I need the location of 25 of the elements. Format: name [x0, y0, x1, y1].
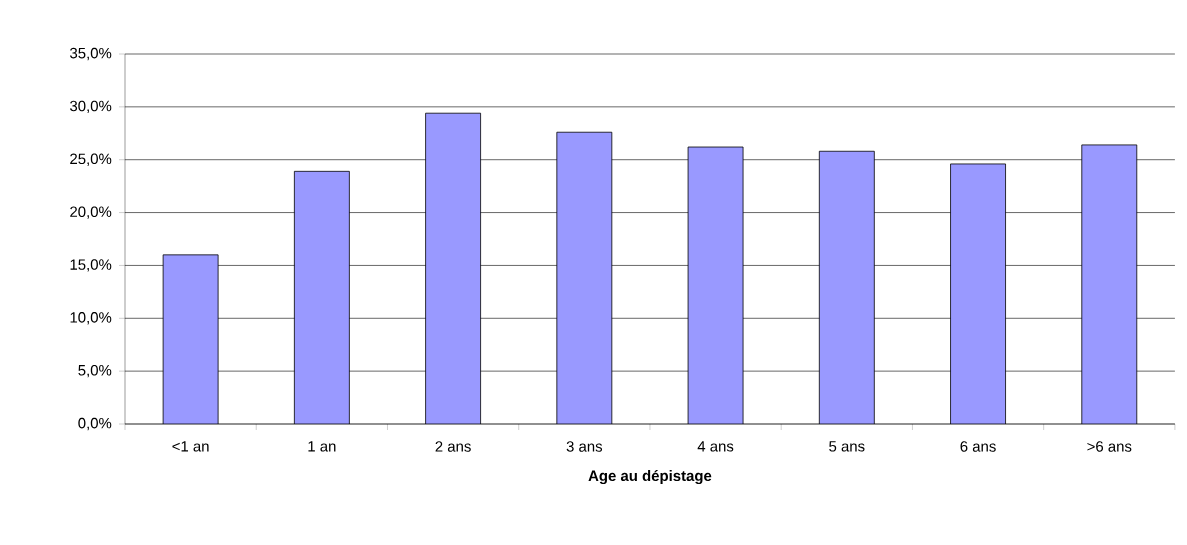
- x-tick-label: 3 ans: [566, 441, 603, 452]
- y-tick-label: 20,0%: [70, 206, 112, 219]
- x-tick-label: 1 an: [308, 441, 336, 452]
- bar: [425, 112, 481, 424]
- x-axis-title: Age au dépistage: [588, 469, 712, 485]
- x-tick-label: <1 an: [172, 441, 209, 452]
- y-tick-label: 30,0%: [70, 100, 112, 114]
- x-tick-label: 4 ans: [697, 441, 734, 452]
- x-tick-label: 5 ans: [829, 441, 865, 452]
- bar: [687, 146, 744, 424]
- bar: [556, 131, 613, 424]
- y-tick-label: 5,0%: [78, 364, 112, 378]
- bar: [950, 163, 1006, 424]
- y-tick-label: 0,0%: [78, 417, 112, 431]
- x-tick-label: 2 ans: [435, 441, 471, 452]
- bar: [162, 254, 219, 424]
- y-tick-label: 15,0%: [70, 259, 112, 272]
- x-tick-label: 6 ans: [960, 441, 996, 452]
- y-tick-label: 25,0%: [70, 153, 112, 166]
- bar: [293, 170, 350, 424]
- x-tick-label: >6 ans: [1087, 441, 1132, 452]
- bar: [1081, 144, 1138, 424]
- bar: [818, 150, 875, 424]
- y-tick-label: 35,0%: [70, 47, 112, 61]
- y-tick-label: 10,0%: [70, 312, 112, 325]
